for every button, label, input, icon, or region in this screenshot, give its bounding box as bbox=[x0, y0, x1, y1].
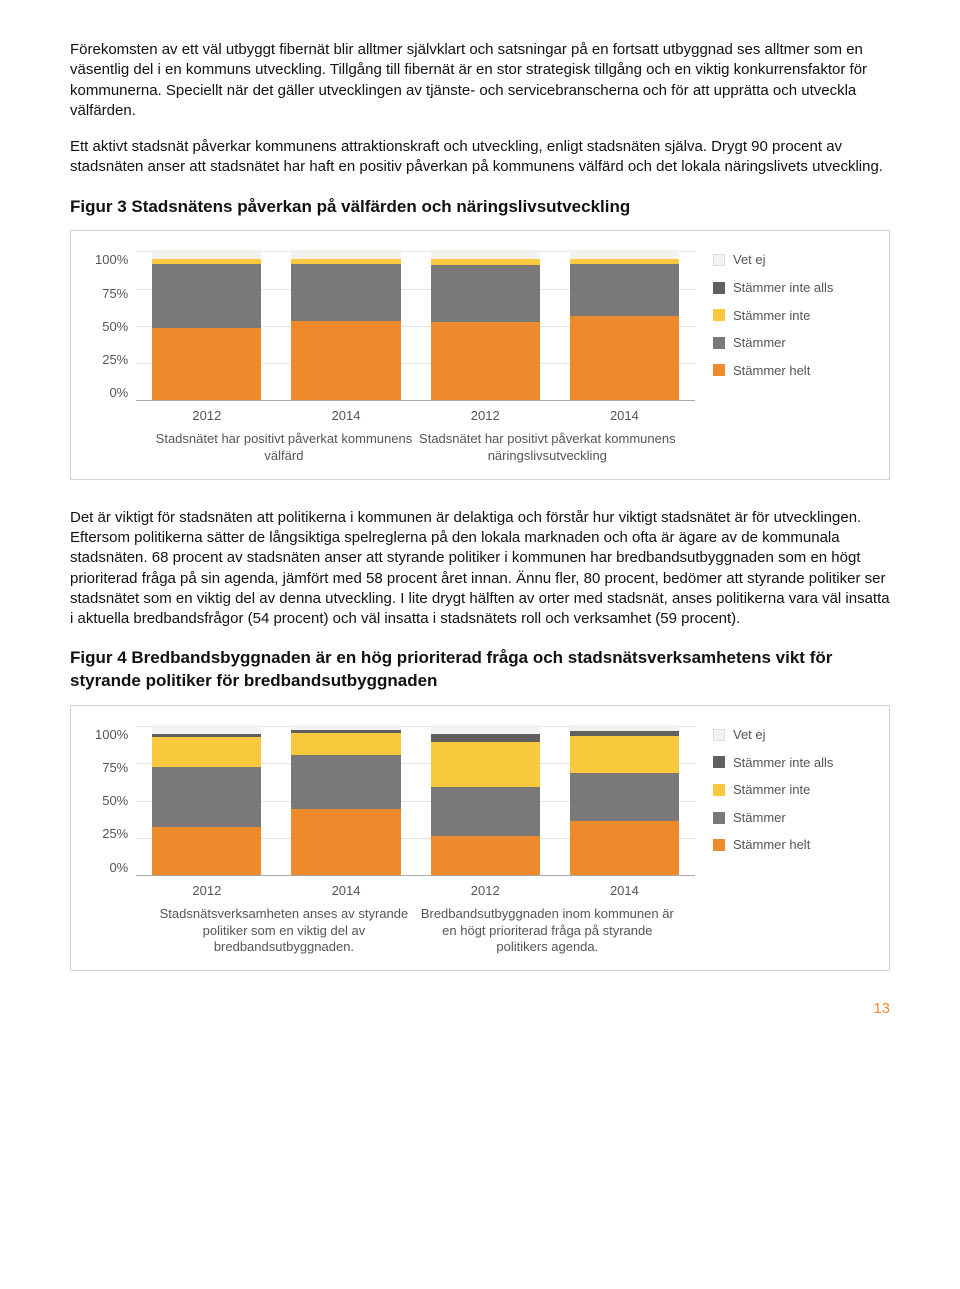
legend-label: Vet ej bbox=[733, 251, 766, 269]
stacked-bar bbox=[291, 725, 400, 875]
legend-swatch bbox=[713, 839, 725, 851]
figure-4-title: Figur 4 Bredbandsbyggnaden är en hög pri… bbox=[70, 647, 890, 693]
stacked-bar bbox=[431, 725, 540, 875]
legend-swatch bbox=[713, 282, 725, 294]
legend-item: Vet ej bbox=[713, 726, 865, 744]
figure-3-title: Figur 3 Stadsnätens påverkan på välfärde… bbox=[70, 196, 890, 219]
figure-4-chart: 100% 75% 50% 25% 0% 2012 2014 2012 2014 … bbox=[70, 705, 890, 971]
legend-swatch bbox=[713, 729, 725, 741]
legend-swatch bbox=[713, 254, 725, 266]
y-axis-labels: 100% 75% 50% 25% 0% bbox=[95, 726, 128, 876]
legend-label: Stämmer helt bbox=[733, 836, 810, 854]
stacked-bar bbox=[570, 250, 679, 400]
stacked-bar bbox=[152, 250, 261, 400]
legend-item: Stämmer helt bbox=[713, 362, 865, 380]
legend-item: Vet ej bbox=[713, 251, 865, 269]
stacked-bar bbox=[570, 725, 679, 875]
body-paragraph: Förekomsten av ett väl utbyggt fibernät … bbox=[70, 40, 890, 121]
legend-item: Stämmer inte bbox=[713, 781, 865, 799]
page-number: 13 bbox=[70, 999, 890, 1019]
legend-item: Stämmer inte alls bbox=[713, 754, 865, 772]
chart-legend: Vet ej Stämmer inte alls Stämmer inte Stämm… bbox=[695, 251, 865, 389]
legend-swatch bbox=[713, 784, 725, 796]
legend-swatch bbox=[713, 309, 725, 321]
plot-area bbox=[136, 251, 695, 401]
legend-item: Stämmer inte alls bbox=[713, 279, 865, 297]
stacked-bar bbox=[431, 250, 540, 400]
legend-swatch bbox=[713, 337, 725, 349]
legend-item: Stämmer inte bbox=[713, 307, 865, 325]
legend-swatch bbox=[713, 756, 725, 768]
legend-label: Stämmer helt bbox=[733, 362, 810, 380]
legend-swatch bbox=[713, 364, 725, 376]
legend-label: Stämmer inte bbox=[733, 781, 810, 799]
legend-label: Stämmer bbox=[733, 809, 786, 827]
body-paragraph: Det är viktigt för stadsnäten att politi… bbox=[70, 508, 890, 630]
plot-area bbox=[136, 726, 695, 876]
legend-label: Stämmer bbox=[733, 334, 786, 352]
legend-item: Stämmer helt bbox=[713, 836, 865, 854]
y-axis-labels: 100% 75% 50% 25% 0% bbox=[95, 251, 128, 401]
legend-item: Stämmer bbox=[713, 809, 865, 827]
stacked-bar bbox=[152, 725, 261, 875]
legend-swatch bbox=[713, 812, 725, 824]
stacked-bar bbox=[291, 250, 400, 400]
legend-label: Stämmer inte bbox=[733, 307, 810, 325]
legend-label: Stämmer inte alls bbox=[733, 754, 833, 772]
chart-legend: Vet ej Stämmer inte alls Stämmer inte Stämm… bbox=[695, 726, 865, 864]
legend-item: Stämmer bbox=[713, 334, 865, 352]
figure-3-chart: 100% 75% 50% 25% 0% 2012 2014 2012 2014 … bbox=[70, 230, 890, 479]
legend-label: Vet ej bbox=[733, 726, 766, 744]
body-paragraph: Ett aktivt stadsnät påverkar kommunens a… bbox=[70, 137, 890, 178]
legend-label: Stämmer inte alls bbox=[733, 279, 833, 297]
